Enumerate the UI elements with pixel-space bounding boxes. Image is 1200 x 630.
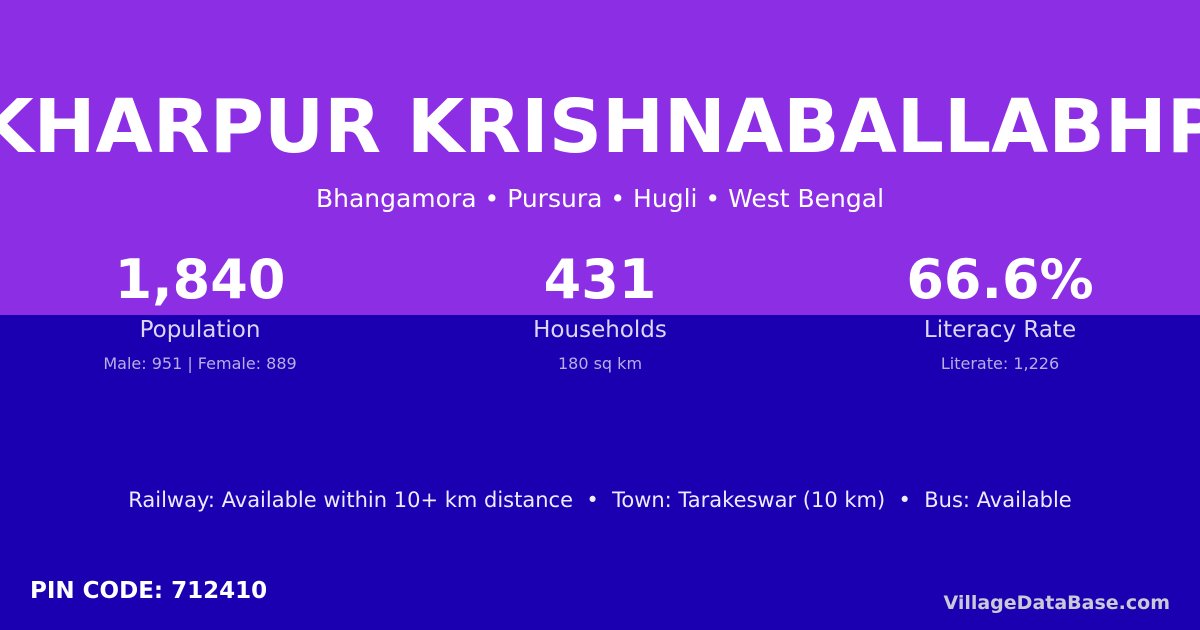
stat-detail: Literate: 1,226: [940, 354, 1060, 373]
stat: 66.6% Literacy Rate Literate: 1,226: [800, 248, 1200, 376]
stat-value: 1,840: [114, 248, 286, 311]
stat-value: 66.6%: [906, 248, 1094, 311]
title: AKHARPUR KRISHNABALLABHPU: [0, 84, 1200, 170]
stat-value: 431: [543, 248, 657, 311]
info-line: Railway: Available within 10+ km distanc…: [128, 488, 1072, 512]
stat-label: Population: [139, 317, 261, 343]
stat-detail: 180 sq km: [557, 354, 643, 373]
title-box: AKHARPUR KRISHNABALLABHPU: [0, 82, 1200, 172]
stat: 1,840 Population Male: 951 | Female: 889: [0, 248, 400, 376]
stat-detail: Male: 951 | Female: 889: [103, 354, 297, 373]
brand: VillageDataBase.com: [943, 592, 1170, 614]
header-band: [0, 0, 1200, 315]
stat-label: Literacy Rate: [923, 317, 1077, 343]
subtitle: Bhangamora • Pursura • Hugli • West Beng…: [315, 184, 885, 213]
stat-label: Households: [533, 317, 667, 343]
pin-code: PIN CODE: 712410: [30, 578, 268, 604]
stat: 431 Households 180 sq km: [400, 248, 800, 376]
